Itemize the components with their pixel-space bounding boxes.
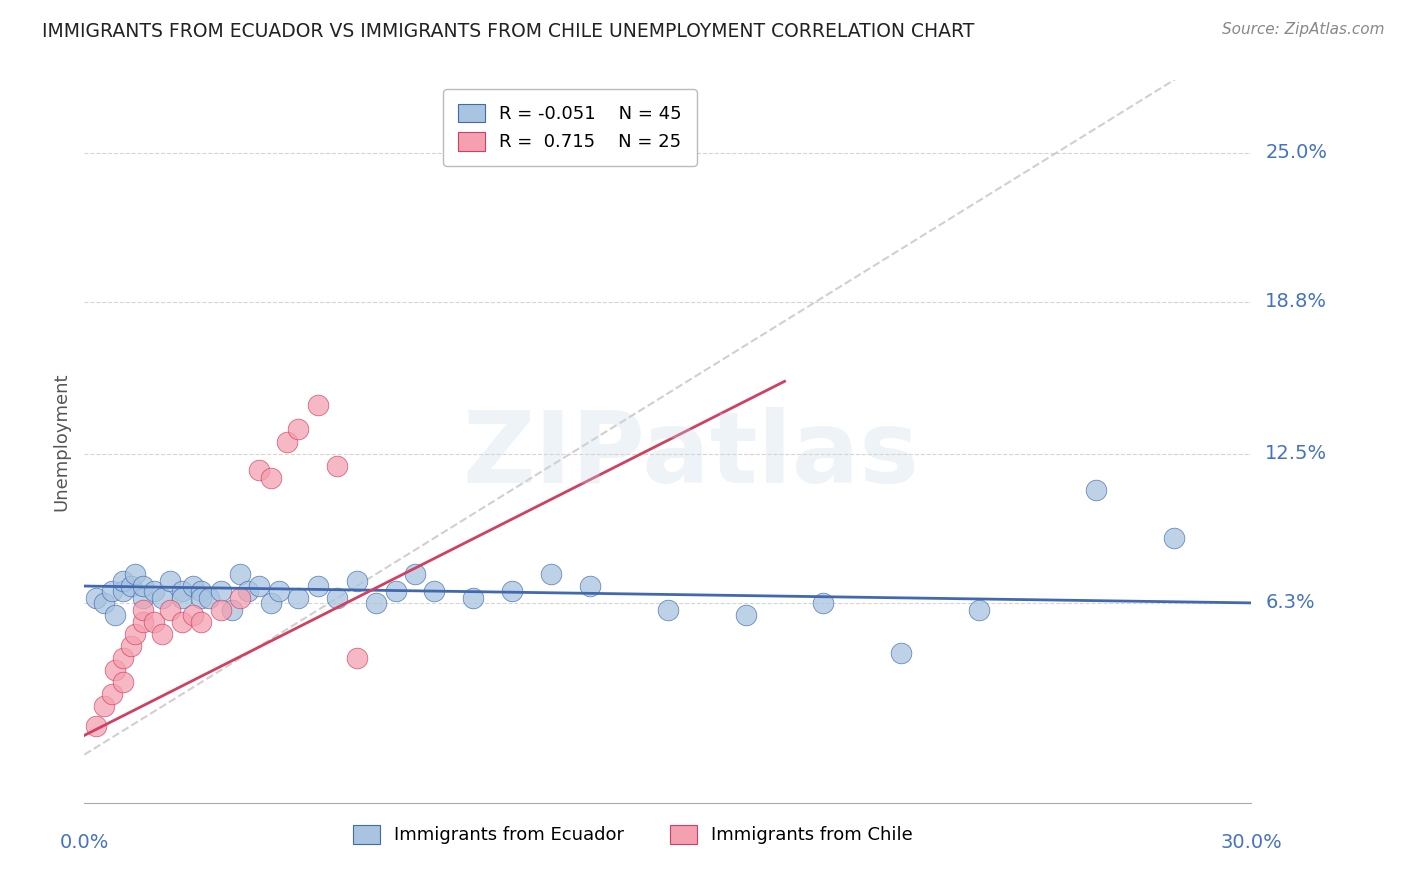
Point	[132, 603, 155, 617]
Point	[209, 583, 232, 598]
Point	[112, 675, 135, 690]
Point	[229, 567, 252, 582]
Point	[112, 651, 135, 665]
Point	[579, 579, 602, 593]
Point	[249, 463, 271, 477]
Text: ZIPatlas: ZIPatlas	[463, 408, 920, 505]
Point	[249, 579, 271, 593]
Point	[181, 607, 204, 622]
Point	[501, 583, 523, 598]
Point	[181, 579, 204, 593]
Point	[112, 574, 135, 589]
Point	[1163, 531, 1185, 545]
Point	[120, 639, 142, 653]
Point	[307, 398, 329, 412]
Point	[276, 434, 298, 449]
Point	[84, 591, 107, 606]
Point	[404, 567, 426, 582]
Point	[150, 591, 173, 606]
Point	[423, 583, 446, 598]
Point	[967, 603, 990, 617]
Point	[93, 596, 115, 610]
Point	[260, 471, 283, 485]
Point	[159, 574, 181, 589]
Text: 0.0%: 0.0%	[59, 833, 110, 853]
Point	[287, 591, 309, 606]
Point	[84, 719, 107, 733]
Point	[120, 579, 142, 593]
Point	[463, 591, 485, 606]
Point	[366, 596, 388, 610]
Point	[170, 615, 193, 630]
Point	[346, 574, 368, 589]
Point	[890, 647, 912, 661]
Point	[287, 423, 309, 437]
Point	[326, 458, 349, 473]
Point	[104, 664, 127, 678]
Point	[198, 591, 221, 606]
Point	[143, 615, 166, 630]
Point	[346, 651, 368, 665]
Y-axis label: Unemployment: Unemployment	[52, 372, 70, 511]
Point	[221, 603, 243, 617]
Point	[132, 591, 155, 606]
Text: 25.0%: 25.0%	[1265, 143, 1327, 162]
Point	[190, 583, 212, 598]
Point	[93, 699, 115, 714]
Point	[132, 579, 155, 593]
Point	[150, 627, 173, 641]
Point	[734, 607, 756, 622]
Point	[100, 687, 122, 701]
Text: Source: ZipAtlas.com: Source: ZipAtlas.com	[1222, 22, 1385, 37]
Point	[229, 591, 252, 606]
Point	[813, 596, 835, 610]
Point	[132, 615, 155, 630]
Point	[267, 583, 290, 598]
Point	[124, 567, 146, 582]
Point	[190, 591, 212, 606]
Point	[236, 583, 259, 598]
Point	[657, 603, 679, 617]
Text: 30.0%: 30.0%	[1220, 833, 1282, 853]
Text: 12.5%: 12.5%	[1265, 444, 1327, 463]
Point	[384, 583, 406, 598]
Point	[170, 591, 193, 606]
Point	[170, 583, 193, 598]
Point	[540, 567, 562, 582]
Point	[143, 583, 166, 598]
Point	[124, 627, 146, 641]
Point	[112, 583, 135, 598]
Point	[260, 596, 283, 610]
Legend: Immigrants from Ecuador, Immigrants from Chile: Immigrants from Ecuador, Immigrants from…	[346, 818, 920, 852]
Text: IMMIGRANTS FROM ECUADOR VS IMMIGRANTS FROM CHILE UNEMPLOYMENT CORRELATION CHART: IMMIGRANTS FROM ECUADOR VS IMMIGRANTS FR…	[42, 22, 974, 41]
Point	[104, 607, 127, 622]
Text: 6.3%: 6.3%	[1265, 593, 1315, 613]
Point	[159, 603, 181, 617]
Point	[190, 615, 212, 630]
Point	[326, 591, 349, 606]
Point	[209, 603, 232, 617]
Point	[307, 579, 329, 593]
Point	[100, 583, 122, 598]
Point	[1084, 483, 1107, 497]
Text: 18.8%: 18.8%	[1265, 293, 1327, 311]
